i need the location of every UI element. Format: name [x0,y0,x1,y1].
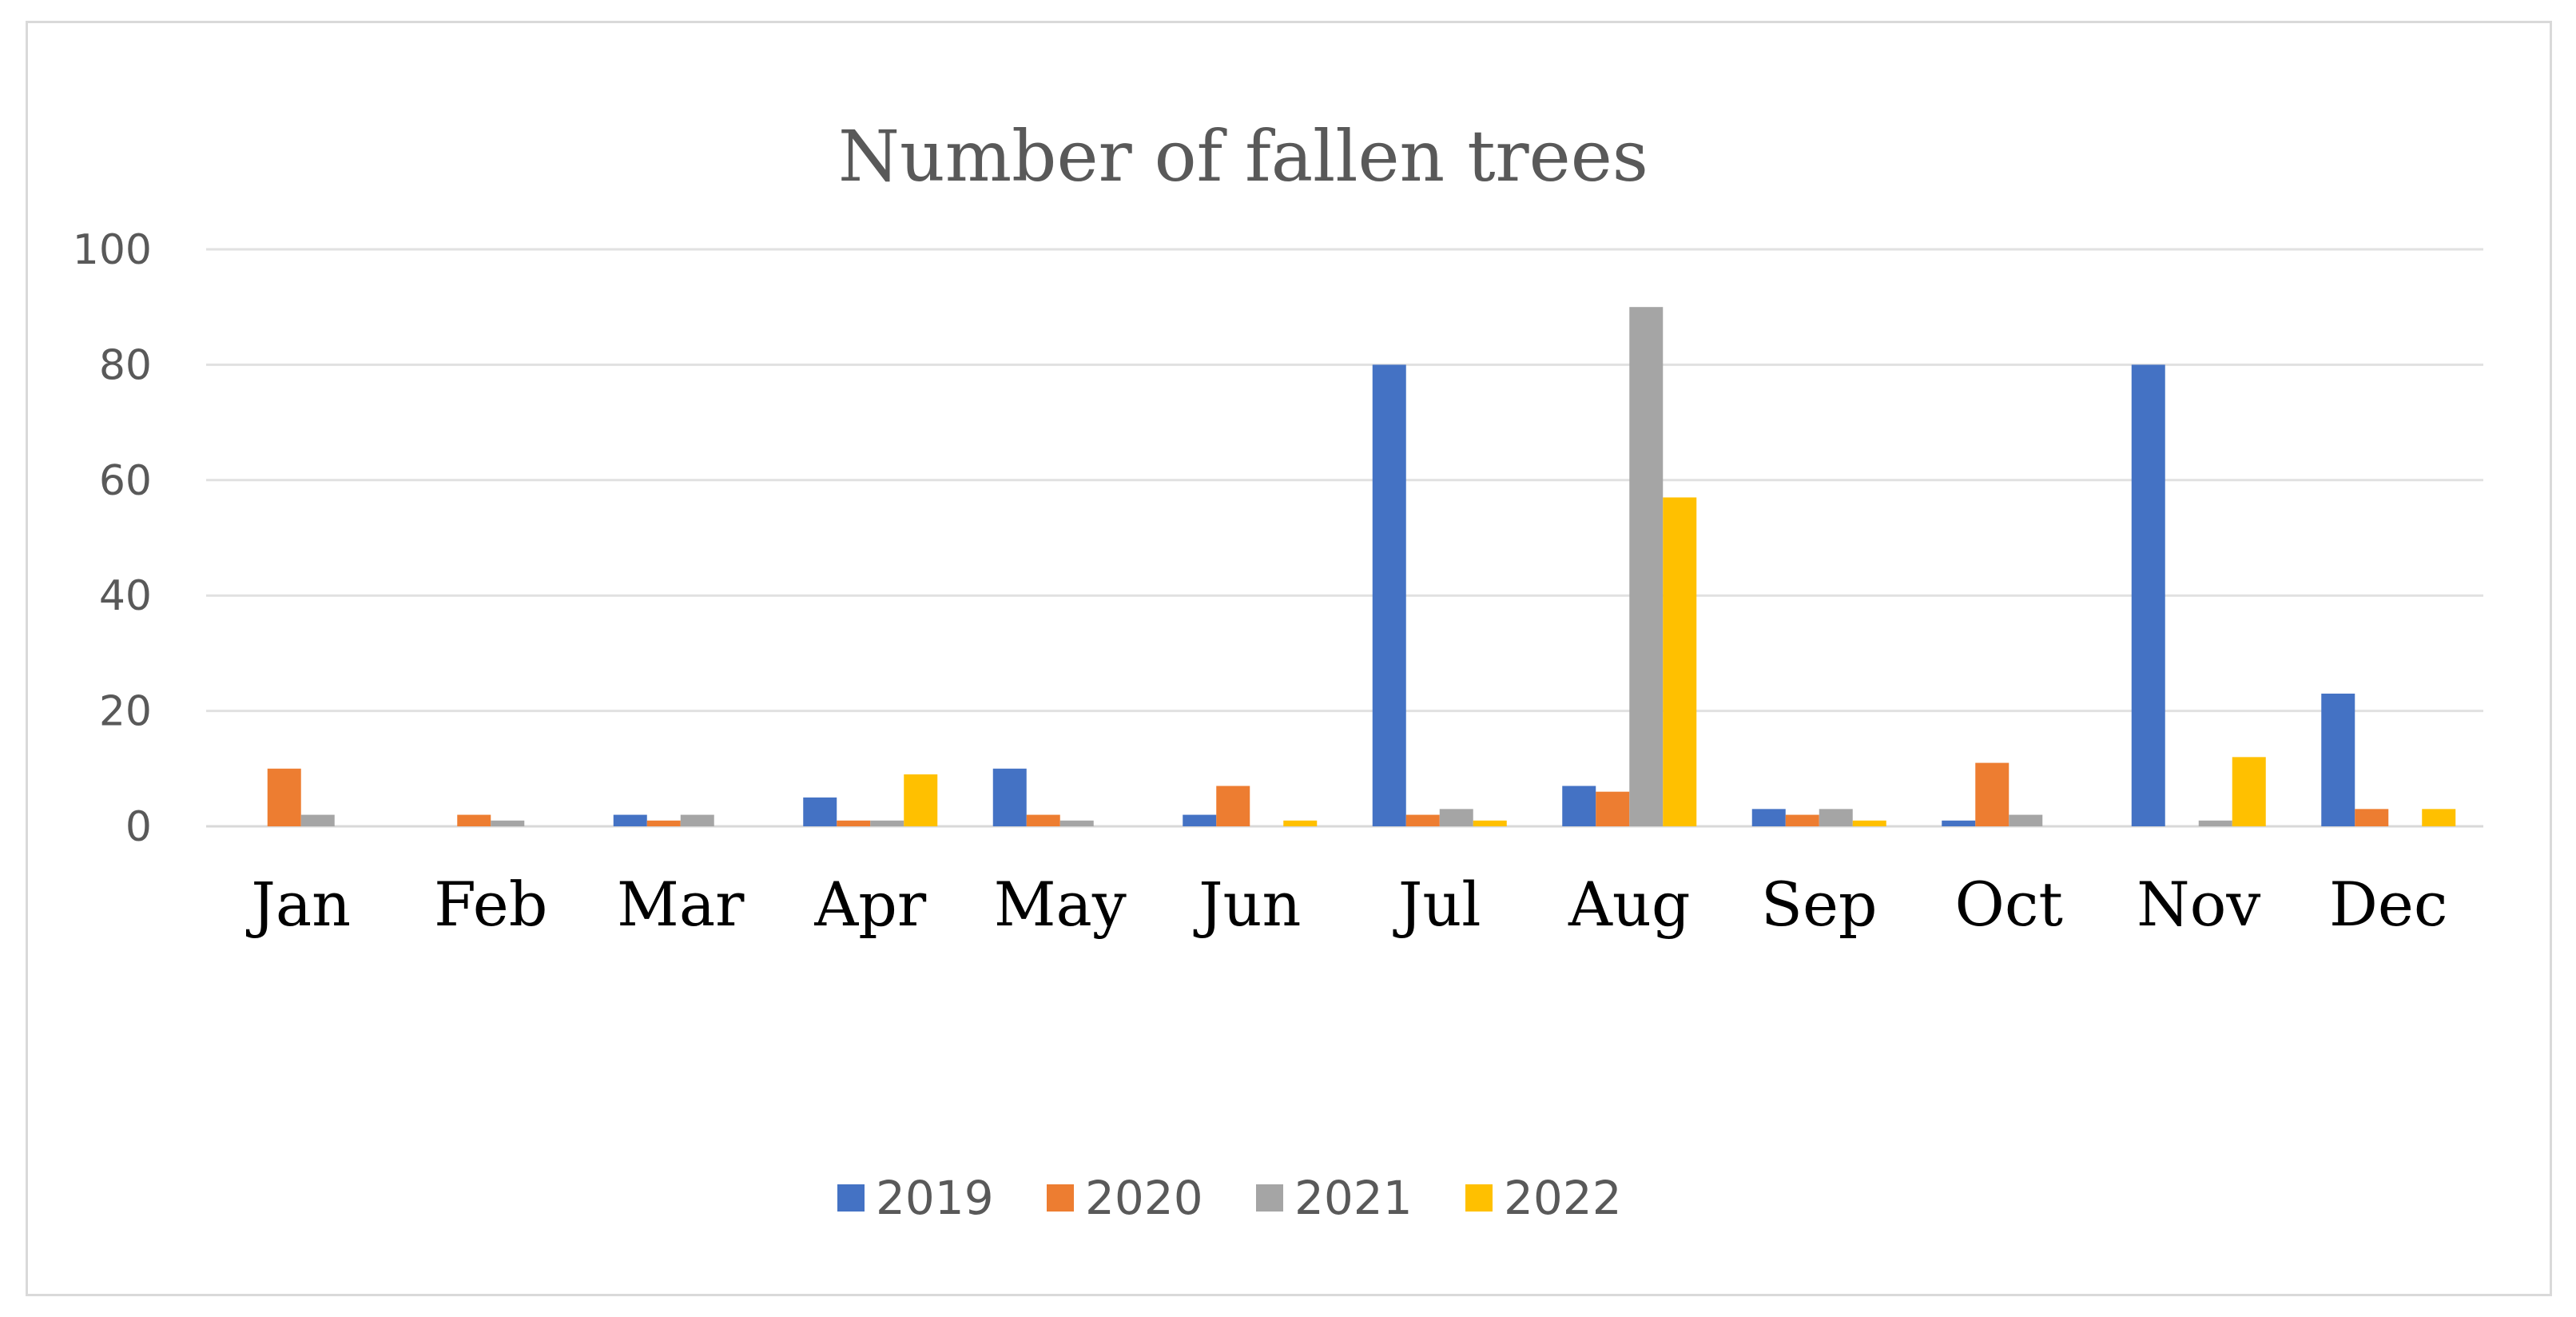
bar-2022-dec [2422,809,2456,826]
bar-2021-jul [1439,809,1473,826]
legend-label-2020: 2020 [1085,1171,1203,1225]
bar-2020-jan [267,768,301,826]
bar-2020-apr [837,820,871,826]
x-tick-label: Feb [434,869,547,940]
legend-label-2019: 2019 [876,1171,994,1225]
bar-2022-nov [2232,757,2266,826]
bar-2021-jan [300,814,335,826]
bar-2021-mar [680,814,714,826]
legend-swatch-2020 [1047,1184,1074,1212]
bar-2020-dec [2355,809,2389,826]
chart-frame [26,21,2552,1296]
chart-title: Number of fallen trees [838,115,1648,197]
bar-2022-sep [1852,820,1886,826]
bar-2019-nov [2131,364,2165,826]
bar-2019-jul [1372,364,1406,826]
x-tick-label: Jun [1193,869,1301,940]
bar-2020-aug [1596,791,1630,826]
bar-2020-jun [1216,786,1250,826]
legend-swatch-2021 [1256,1184,1283,1212]
bar-2021-aug [1629,307,1664,826]
x-tick-label: Jan [245,869,351,940]
x-tick-label: Oct [1955,869,2063,940]
bar-2019-jun [1183,814,1217,826]
bar-2020-may [1026,814,1060,826]
bar-2019-oct [1942,820,1976,826]
bar-2019-aug [1562,786,1596,826]
y-tick-label: 0 [125,803,152,851]
bar-2020-oct [1975,762,2010,826]
legend-label-2021: 2021 [1294,1171,1413,1225]
legend: 2019 2020 2021 2022 [837,1171,1622,1225]
legend-swatch-2022 [1465,1184,1493,1212]
bars [267,307,2456,826]
bar-2021-apr [870,820,904,826]
x-tick-label: May [994,869,1127,940]
bar-2019-mar [613,814,647,826]
legend-label-2022: 2022 [1504,1171,1622,1225]
bar-2022-apr [904,774,938,826]
gridlines [206,248,2483,828]
bar-2021-nov [2198,820,2232,826]
x-tick-label: Apr [813,869,927,940]
x-tick-label: Sep [1761,869,1878,940]
x-tick-label: Aug [1568,869,1690,940]
bar-2020-mar [646,820,681,826]
bar-2020-sep [1785,814,1819,826]
x-tick-label: Jul [1393,869,1481,940]
bar-2022-jun [1283,820,1318,826]
bar-2020-feb [457,814,491,826]
bar-2019-dec [2321,693,2355,826]
bar-2021-may [1059,820,1094,826]
legend-swatch-2019 [837,1184,865,1212]
y-tick-label: 60 [99,457,152,505]
x-tick-label: Nov [2137,869,2260,940]
x-tick-label: Mar [617,869,745,940]
y-tick-label: 80 [99,341,152,389]
bar-2019-sep [1751,809,1786,826]
y-tick-label: 40 [99,572,152,620]
bar-2022-jul [1473,820,1507,826]
bar-2020-jul [1405,814,1440,826]
bar-2021-feb [491,820,525,826]
bar-2022-aug [1663,497,1697,826]
bar-2021-sep [1819,809,1853,826]
bar-2021-oct [2009,814,2043,826]
y-tick-label: 20 [99,688,152,736]
y-tick-label: 100 [73,226,152,274]
bar-2019-apr [803,797,837,826]
x-tick-label: Dec [2329,869,2447,940]
x-axis-ticks: Jan Feb Mar Apr May Jun Jul Aug Sep Oct Nov Dec [245,869,2447,940]
bar-2019-may [992,768,1027,826]
y-axis-ticks: 0 20 40 60 80 100 [73,226,152,851]
